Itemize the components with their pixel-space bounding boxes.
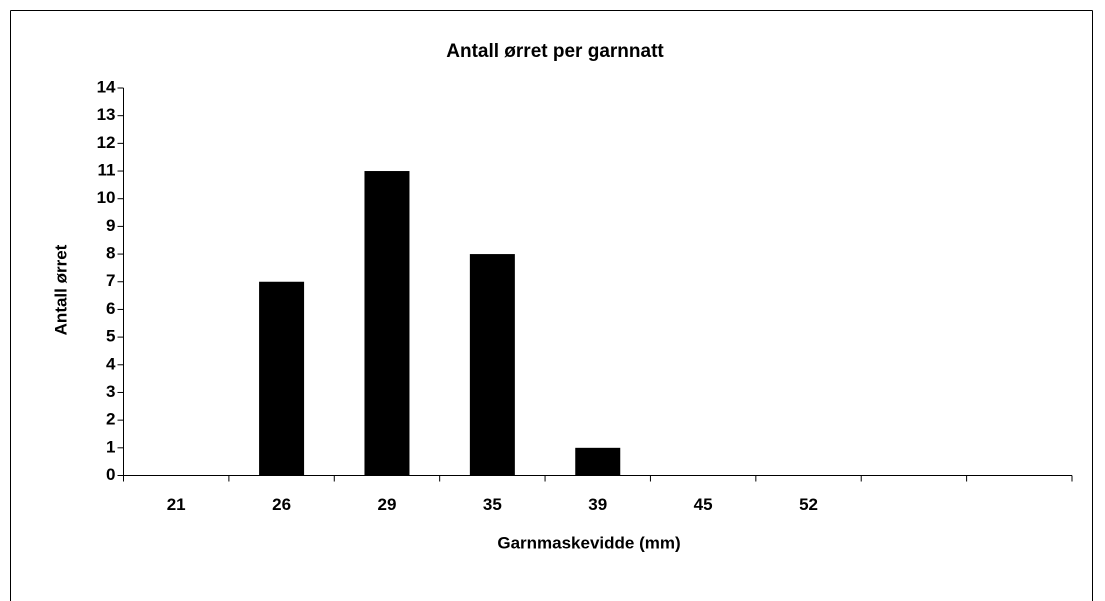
x-tick-label: 35 [483, 495, 502, 514]
y-tick-label: 10 [97, 188, 116, 207]
y-tick-label: 2 [106, 410, 115, 429]
y-tick-label: 5 [106, 327, 115, 346]
bar [259, 281, 305, 476]
y-tick-label: 8 [106, 244, 115, 263]
y-axis-label: Antall ørret [51, 244, 70, 335]
x-tick-label: 39 [588, 495, 607, 514]
bar [469, 254, 515, 476]
y-tick-label: 4 [106, 354, 116, 373]
y-tick-label: 12 [97, 133, 116, 152]
y-tick-label: 11 [98, 161, 116, 180]
x-tick-label: 29 [378, 495, 397, 514]
bar [364, 171, 410, 476]
x-tick-label: 45 [694, 495, 713, 514]
bar [575, 447, 621, 476]
x-tick-label: 52 [799, 495, 818, 514]
x-tick-label: 21 [167, 495, 186, 514]
y-tick-label: 1 [106, 437, 115, 456]
y-tick-label: 13 [97, 105, 116, 124]
x-axis-label: Garnmaskevidde (mm) [497, 533, 680, 552]
x-tick-label: 26 [272, 495, 291, 514]
y-tick-label: 3 [106, 382, 115, 401]
y-tick-label: 6 [106, 299, 115, 318]
y-tick-label: 7 [106, 271, 115, 290]
chart-title: Antall ørret per garnnatt [446, 41, 664, 62]
y-tick-label: 9 [106, 216, 115, 235]
y-tick-label: 0 [106, 465, 115, 484]
y-tick-label: 14 [97, 77, 116, 96]
